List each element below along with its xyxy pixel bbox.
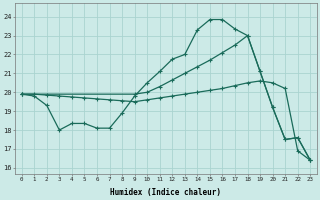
X-axis label: Humidex (Indice chaleur): Humidex (Indice chaleur) xyxy=(110,188,221,197)
